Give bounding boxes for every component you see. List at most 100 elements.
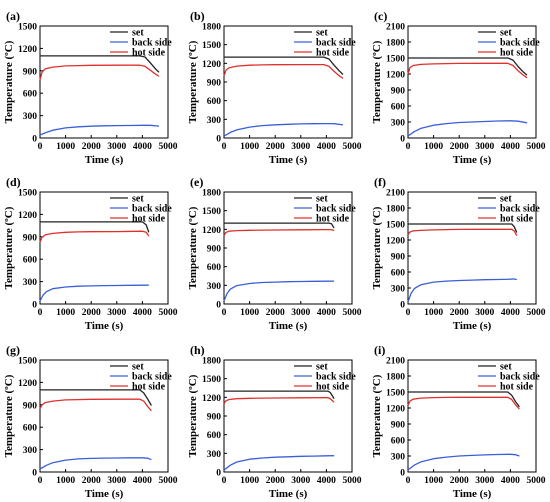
x-tick-label: 5000	[343, 476, 362, 486]
x-tick-label: 4000	[317, 142, 336, 152]
y-tick-label: 1800	[202, 189, 221, 199]
y-tick-label: 1500	[202, 41, 221, 51]
panel-c: (c) 0 300 600 900 1200 1500 1800 2100 0 1000 2000 30…	[371, 9, 546, 166]
y-tick-label: 1500	[18, 189, 37, 199]
x-tick-label: 1000	[56, 142, 75, 152]
legend-label: back side	[316, 372, 356, 383]
legend-label: hot side	[316, 214, 350, 225]
x-tick-label: 1000	[240, 476, 259, 486]
plot-frame	[39, 359, 169, 473]
y-tick-label: 1200	[18, 211, 37, 221]
y-tick-label: 900	[391, 421, 406, 431]
y-tick-label: 900	[23, 67, 38, 77]
series-line-hot-side	[407, 396, 520, 410]
y-tick-label: 2100	[386, 357, 405, 367]
y-tick-label: 0	[32, 301, 37, 311]
x-tick-label: 3000	[291, 476, 310, 486]
y-tick-label: 0	[32, 135, 37, 145]
y-tick-label: 900	[207, 79, 222, 89]
x-tick-label: 1000	[240, 142, 259, 152]
series-line-hot-side	[407, 228, 518, 237]
x-tick-label: 3000	[107, 142, 126, 152]
y-tick-label: 0	[216, 301, 221, 311]
x-tick-label: 0	[222, 308, 227, 318]
x-tick-label: 2000	[266, 142, 285, 152]
x-tick-label: 5000	[159, 142, 178, 152]
panel-label: (h)	[190, 343, 205, 357]
y-axis-label: Temperature (ºC)	[371, 374, 383, 457]
y-axis-label: Temperature (ºC)	[187, 374, 199, 457]
legend-label: back side	[132, 372, 172, 383]
y-tick-label: 600	[391, 437, 406, 447]
x-tick-label: 0	[406, 476, 411, 486]
x-tick-label: 2000	[266, 476, 285, 486]
x-tick-label: 5000	[159, 476, 178, 486]
series-line-set	[408, 57, 528, 76]
x-tick-label: 0	[222, 476, 227, 486]
panel-a: (a) 0 300 600 900 1200 1500 0 1000 2000 3000 4000 50…	[3, 9, 178, 166]
x-tick-label: 1000	[240, 308, 259, 318]
legend-label: hot side	[500, 214, 534, 225]
y-tick-label: 300	[391, 285, 406, 295]
x-tick-label: 4000	[501, 308, 520, 318]
legend-label: back side	[316, 38, 356, 49]
x-tick-label: 4000	[317, 308, 336, 318]
x-tick-label: 5000	[343, 142, 362, 152]
series-line-set	[408, 391, 520, 408]
legend-label: back side	[132, 38, 172, 49]
y-axis-label: Temperature (ºC)	[371, 206, 383, 289]
panel-d: (d) 0 300 600 900 1200 1500 0 1000 2000 3000 4000 50…	[3, 175, 178, 332]
x-axis-label: Time (s)	[85, 320, 124, 332]
y-tick-label: 300	[391, 119, 406, 129]
y-tick-label: 600	[23, 90, 38, 100]
series-line-hot-side	[39, 64, 160, 80]
legend-label: hot side	[500, 48, 534, 59]
y-tick-label: 1200	[386, 71, 405, 81]
x-tick-label: 2000	[266, 308, 285, 318]
y-tick-label: 300	[23, 112, 38, 122]
y-axis-label: Temperature (ºC)	[187, 40, 199, 123]
x-tick-label: 0	[38, 476, 43, 486]
legend-label: set	[132, 28, 144, 39]
y-tick-label: 900	[207, 245, 222, 255]
y-tick-label: 1200	[18, 379, 37, 389]
legend-label: set	[500, 28, 512, 39]
panel-label: (e)	[190, 175, 203, 189]
plot-frame	[39, 191, 169, 305]
y-tick-label: 1500	[202, 375, 221, 385]
panel-label: (b)	[190, 9, 205, 23]
y-tick-label: 2100	[386, 23, 405, 33]
y-tick-label: 600	[391, 269, 406, 279]
y-tick-label: 300	[23, 446, 38, 456]
plot-frame	[407, 25, 537, 139]
series-line-back-side	[39, 284, 149, 302]
x-tick-label: 0	[38, 142, 43, 152]
x-axis-label: Time (s)	[453, 320, 492, 332]
plot-frame	[407, 359, 537, 473]
legend-label: set	[132, 362, 144, 373]
x-tick-label: 5000	[527, 142, 546, 152]
x-tick-label: 3000	[291, 308, 310, 318]
x-tick-label: 4000	[317, 476, 336, 486]
series-line-set	[40, 389, 152, 406]
series-line-back-side	[39, 457, 152, 470]
x-axis-label: Time (s)	[453, 488, 492, 500]
x-tick-label: 1000	[424, 142, 443, 152]
x-tick-label: 5000	[159, 308, 178, 318]
x-tick-label: 1000	[56, 308, 75, 318]
legend-label: hot side	[132, 382, 166, 393]
series-line-back-side	[223, 280, 335, 302]
series-line-hot-side	[39, 230, 150, 243]
x-axis-label: Time (s)	[269, 154, 308, 166]
x-tick-label: 0	[406, 308, 411, 318]
legend-label: back side	[316, 204, 356, 215]
series-line-set	[224, 222, 335, 229]
x-tick-label: 1000	[424, 476, 443, 486]
x-axis-label: Time (s)	[85, 488, 124, 500]
y-tick-label: 1500	[386, 55, 405, 65]
series-line-back-side	[407, 120, 528, 137]
y-tick-label: 600	[391, 103, 406, 113]
panel-f: (f) 0 300 600 900 1200 1500 1800 2100 0 1000 2000 30…	[371, 175, 546, 332]
series-line-hot-side	[223, 396, 335, 404]
y-tick-label: 1200	[202, 394, 221, 404]
